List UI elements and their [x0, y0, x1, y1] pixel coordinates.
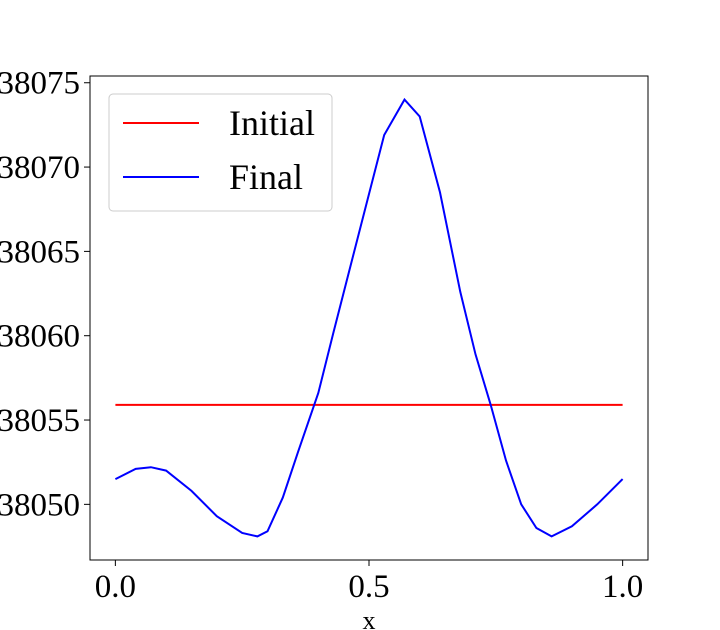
axis-ticks: 0.0 0.5 1.0 38050 38055 38060 38065 38070 38075: [0, 66, 643, 605]
legend-label-final: Final: [229, 157, 303, 197]
series-line-final: [114, 97, 624, 538]
y-tick-label: 38055: [0, 403, 80, 439]
x-axis-label: x: [363, 606, 376, 630]
y-tick-label: 38060: [0, 319, 80, 355]
legend: Initial Final: [108, 93, 333, 212]
y-tick-label: 38070: [0, 150, 80, 186]
y-tick-label: 38050: [0, 487, 80, 523]
x-tick-label: 1.0: [602, 569, 643, 605]
x-tick-label: 0.5: [348, 569, 389, 605]
y-tick-label: 38065: [0, 234, 80, 270]
y-tick-label: 38075: [0, 66, 80, 102]
x-tick-label: 0.0: [95, 569, 136, 605]
legend-label-initial: Initial: [229, 103, 315, 143]
